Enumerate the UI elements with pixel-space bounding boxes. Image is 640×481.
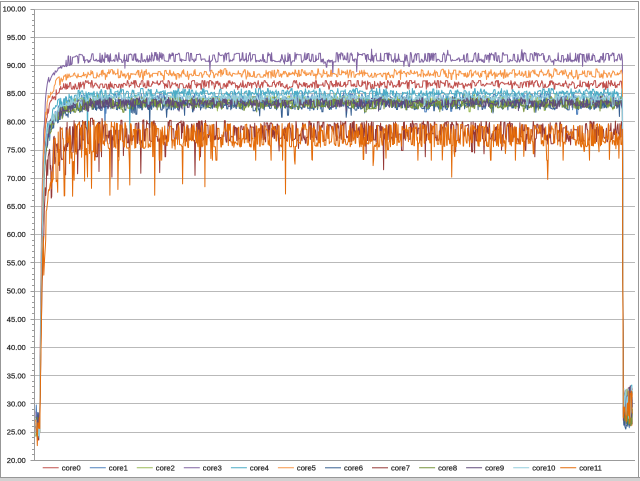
svg-text:core11: core11 (579, 464, 602, 473)
svg-text:25.00: 25.00 (7, 428, 26, 437)
svg-text:55.00: 55.00 (7, 259, 26, 268)
svg-text:50.00: 50.00 (7, 287, 26, 296)
svg-text:85.00: 85.00 (7, 89, 26, 98)
svg-text:core5: core5 (297, 464, 316, 473)
svg-text:90.00: 90.00 (7, 61, 26, 70)
svg-text:core3: core3 (203, 464, 222, 473)
svg-text:75.00: 75.00 (7, 146, 26, 155)
svg-text:30.00: 30.00 (7, 400, 26, 409)
svg-text:core6: core6 (344, 464, 363, 473)
svg-text:80.00: 80.00 (7, 117, 26, 126)
svg-text:35.00: 35.00 (7, 371, 26, 380)
svg-text:40.00: 40.00 (7, 343, 26, 352)
svg-text:core0: core0 (62, 464, 81, 473)
svg-text:core7: core7 (391, 464, 410, 473)
svg-text:core9: core9 (485, 464, 504, 473)
svg-text:core4: core4 (250, 464, 269, 473)
svg-text:100.00: 100.00 (3, 5, 26, 14)
svg-text:core10: core10 (532, 464, 555, 473)
svg-text:60.00: 60.00 (7, 230, 26, 239)
svg-text:45.00: 45.00 (7, 315, 26, 324)
svg-text:core8: core8 (438, 464, 457, 473)
svg-text:core2: core2 (156, 464, 175, 473)
svg-text:70.00: 70.00 (7, 174, 26, 183)
svg-text:core1: core1 (109, 464, 128, 473)
svg-text:65.00: 65.00 (7, 202, 26, 211)
svg-text:20.00: 20.00 (7, 456, 26, 465)
svg-text:95.00: 95.00 (7, 33, 26, 42)
